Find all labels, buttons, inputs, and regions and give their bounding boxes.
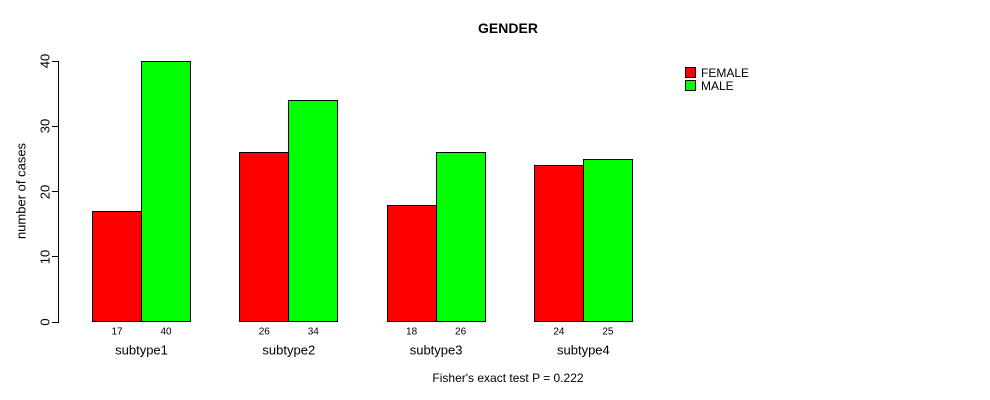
y-tick-label: 40	[37, 53, 53, 69]
bar-value-label: 34	[307, 326, 319, 338]
y-tick-mark	[52, 60, 59, 62]
bar-female-subtype4	[533, 165, 584, 322]
legend-item-female: FEMALE	[685, 65, 750, 80]
bar-value-label: 17	[111, 326, 123, 338]
bar-value-label: 40	[160, 326, 172, 338]
category-label-subtype2: subtype2	[262, 342, 316, 358]
legend-item-male: MALE	[685, 78, 749, 93]
bar-male-subtype1	[141, 61, 191, 322]
y-tick-label: 30	[37, 119, 53, 134]
bar-value-label: 18	[406, 326, 418, 338]
bar-male-subtype3	[435, 152, 486, 322]
bar-value-label: 25	[602, 326, 614, 338]
legend-label-female: FEMALE	[701, 65, 750, 80]
y-tick-mark	[52, 256, 59, 258]
y-tick-label: 20	[37, 184, 53, 199]
category-label-subtype3: subtype3	[409, 342, 463, 358]
category-label-subtype1: subtype1	[115, 342, 168, 358]
legend: FEMALE MALE	[685, 65, 750, 93]
bar-value-label: 24	[553, 326, 565, 338]
y-tick-label: 0	[37, 318, 53, 326]
legend-label-male: MALE	[701, 78, 734, 93]
bar-value-label: 26	[455, 326, 467, 338]
caption-annotation: Fisher's exact test P = 0.222	[432, 371, 584, 385]
legend-swatch-male	[685, 80, 696, 91]
bar-female-subtype2	[239, 152, 290, 322]
y-tick-label: 10	[37, 249, 53, 264]
y-tick-mark	[52, 191, 59, 192]
bar-male-subtype4	[582, 158, 633, 322]
y-tick-mark	[52, 321, 59, 323]
bar-female-subtype3	[386, 204, 437, 322]
bar-value-label: 26	[258, 326, 270, 338]
y-axis-label: number of cases	[13, 142, 29, 240]
legend-swatch-female	[685, 67, 696, 78]
bar-female-subtype1	[92, 211, 142, 322]
bar-male-subtype2	[288, 100, 339, 322]
y-tick-mark	[52, 125, 59, 127]
category-label-subtype4: subtype4	[557, 342, 610, 358]
chart-title: GENDER	[478, 20, 538, 36]
